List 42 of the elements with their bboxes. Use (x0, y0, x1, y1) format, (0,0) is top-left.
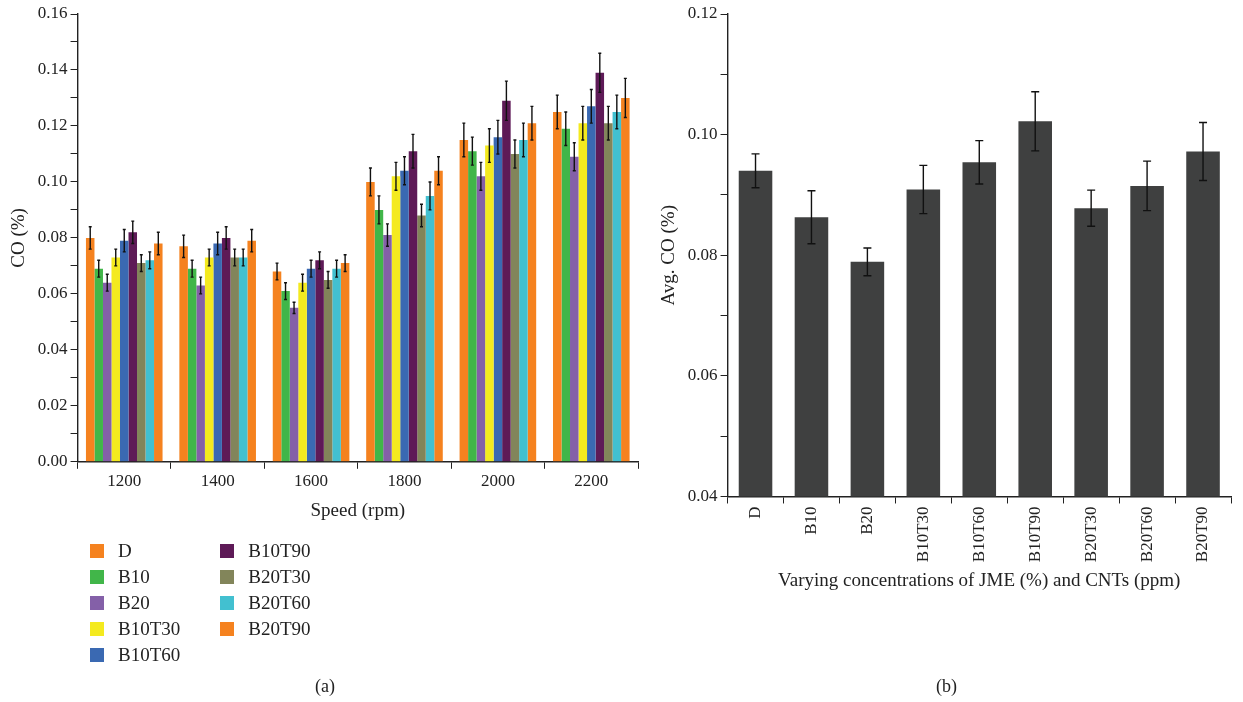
y-tick-label: 0.00 (37, 451, 68, 471)
legend-label: B10T60 (118, 644, 181, 666)
y-tick-label: 0.10 (687, 124, 718, 144)
legend-label: B20T90 (248, 618, 311, 640)
x-tick-label: 1400 (200, 471, 235, 491)
y-tick-label: 0.16 (37, 3, 68, 23)
y-tick-label: 0.12 (37, 115, 68, 135)
x-tick-label: B20T60 (1136, 506, 1156, 563)
y-tick-label: 0.04 (687, 485, 719, 505)
legend-label: B10 (118, 566, 150, 588)
text: (b) (935, 676, 958, 697)
y-tick-label: 0.12 (687, 3, 718, 23)
x-tick-label: B10T30 (912, 506, 932, 563)
legend-label: B20 (118, 592, 150, 614)
x-axis-title: Speed (rpm) (310, 498, 405, 521)
y-tick-label: 0.14 (37, 59, 69, 79)
x-tick-label: B20 (856, 506, 876, 535)
x-tick-label: D (744, 506, 764, 519)
x-tick-label: 2200 (574, 471, 609, 491)
y-tick-label: 0.10 (37, 171, 68, 191)
x-tick-label: 1200 (107, 471, 142, 491)
legend-label: B20T30 (248, 566, 311, 588)
x-tick-label: B10T90 (1024, 506, 1044, 563)
x-axis-title: Varying concentrations of JME (%) and CNTs (ppm) (778, 568, 1181, 591)
y-tick-label: 0.06 (37, 283, 68, 303)
y-axis-title: CO (%) (7, 208, 30, 268)
x-tick-label: B20T90 (1192, 506, 1212, 563)
x-tick-label: B20T30 (1080, 506, 1100, 563)
y-tick-label: 0.08 (687, 244, 718, 264)
y-tick-label: 0.04 (37, 339, 69, 359)
x-tick-label: B10 (800, 506, 820, 535)
legend-label: B10T30 (118, 618, 181, 640)
legend-label: B20T60 (248, 592, 311, 614)
y-tick-label: 0.02 (37, 395, 68, 415)
x-tick-label: B10T60 (968, 506, 988, 563)
x-tick-label: 1600 (294, 471, 329, 491)
x-tick-label: 2000 (480, 471, 515, 491)
y-axis-title: Avg. CO (%) (657, 205, 680, 306)
x-tick-label: 1800 (387, 471, 422, 491)
text: (a) (314, 676, 336, 697)
y-tick-label: 0.06 (687, 365, 718, 385)
y-tick-label: 0.08 (37, 227, 68, 247)
